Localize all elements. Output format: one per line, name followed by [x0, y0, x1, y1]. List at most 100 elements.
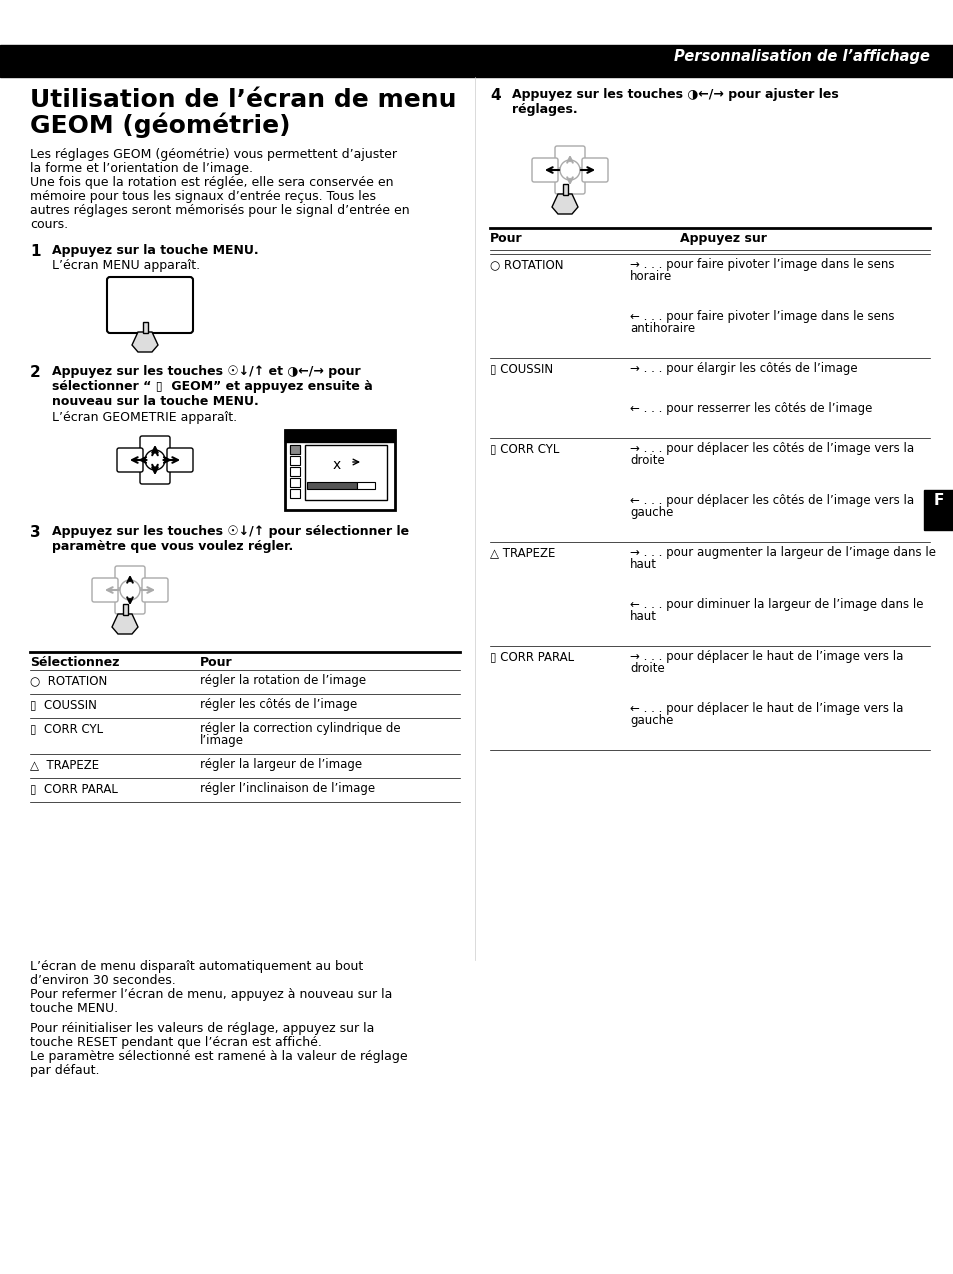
Text: d’environ 30 secondes.: d’environ 30 secondes. [30, 975, 175, 987]
Circle shape [559, 161, 579, 180]
FancyBboxPatch shape [91, 578, 118, 603]
Text: Appuyez sur les touches ☉↓/↑ pour sélectionner le: Appuyez sur les touches ☉↓/↑ pour sélect… [52, 525, 409, 538]
Text: ▯ COUSSIN: ▯ COUSSIN [490, 362, 553, 375]
Text: par défaut.: par défaut. [30, 1064, 99, 1077]
Text: Pour: Pour [200, 656, 233, 669]
Text: Pour réinitialiser les valeurs de réglage, appuyez sur la: Pour réinitialiser les valeurs de réglag… [30, 1022, 374, 1034]
FancyBboxPatch shape [115, 589, 145, 614]
Bar [290, 445, 299, 454]
FancyBboxPatch shape [117, 448, 143, 471]
Text: nouveau sur la touche MENU.: nouveau sur la touche MENU. [52, 395, 258, 408]
Text: F: F [933, 493, 943, 508]
FancyBboxPatch shape [140, 436, 170, 462]
Text: haut: haut [629, 610, 657, 623]
Polygon shape [143, 322, 148, 333]
Text: △ TRAPEZE: △ TRAPEZE [490, 547, 555, 559]
Text: ▯  COUSSIN: ▯ COUSSIN [30, 698, 97, 711]
Text: Appuyez sur: Appuyez sur [679, 232, 766, 245]
Text: gauche: gauche [629, 506, 673, 519]
FancyBboxPatch shape [555, 147, 584, 172]
FancyBboxPatch shape [142, 578, 168, 603]
Text: ○  ROTATION: ○ ROTATION [30, 674, 107, 687]
Text: → . . . pour élargir les côtés de l’image: → . . . pour élargir les côtés de l’imag… [629, 362, 857, 375]
FancyBboxPatch shape [115, 566, 145, 592]
Polygon shape [552, 194, 578, 214]
Text: L’écran MENU apparaît.: L’écran MENU apparaît. [52, 259, 200, 273]
Text: Pour refermer l’écran de menu, appuyez à nouveau sur la: Pour refermer l’écran de menu, appuyez à… [30, 989, 392, 1001]
Text: l’image: l’image [200, 734, 244, 747]
Bar [356, 482, 375, 489]
FancyBboxPatch shape [555, 168, 584, 194]
Text: régler l’inclinaison de l’image: régler l’inclinaison de l’image [200, 782, 375, 795]
Text: sélectionner “ ▯  GEOM” et appuyez ensuite à: sélectionner “ ▯ GEOM” et appuyez ensuit… [52, 380, 373, 392]
Text: → . . . pour augmenter la largeur de l’image dans le: → . . . pour augmenter la largeur de l’i… [629, 547, 935, 559]
Text: Utilisation de l’écran de menu: Utilisation de l’écran de menu [30, 88, 456, 112]
Text: △  TRAPEZE: △ TRAPEZE [30, 758, 99, 771]
FancyBboxPatch shape [167, 448, 193, 471]
Bar [290, 445, 299, 454]
Text: 2: 2 [30, 364, 41, 380]
Text: régler la largeur de l’image: régler la largeur de l’image [200, 758, 362, 771]
Text: mémoire pour tous les signaux d’entrée reçus. Tous les: mémoire pour tous les signaux d’entrée r… [30, 190, 375, 203]
Bar [285, 431, 395, 442]
FancyBboxPatch shape [532, 158, 558, 182]
Polygon shape [123, 604, 128, 615]
Text: touche MENU.: touche MENU. [30, 1001, 118, 1015]
Text: gauche: gauche [629, 713, 673, 727]
Text: Sélectionnez: Sélectionnez [30, 656, 119, 669]
Bar [923, 490, 953, 530]
Text: paramètre que vous voulez régler.: paramètre que vous voulez régler. [52, 540, 293, 553]
Text: ← . . . pour resserrer les côtés de l’image: ← . . . pour resserrer les côtés de l’im… [629, 403, 871, 415]
Text: → . . . pour déplacer le haut de l’image vers la: → . . . pour déplacer le haut de l’image… [629, 650, 902, 662]
Text: ○ ROTATION: ○ ROTATION [490, 259, 563, 271]
Text: 3: 3 [30, 525, 41, 540]
Text: ← . . . pour déplacer le haut de l’image vers la: ← . . . pour déplacer le haut de l’image… [629, 702, 902, 715]
Text: ▯ CORR PARAL: ▯ CORR PARAL [490, 650, 574, 662]
Text: horaire: horaire [629, 270, 672, 283]
Text: Le paramètre sélectionné est ramené à la valeur de réglage: Le paramètre sélectionné est ramené à la… [30, 1050, 407, 1063]
Polygon shape [132, 333, 158, 352]
Text: régler les côtés de l’image: régler les côtés de l’image [200, 698, 356, 711]
Bar [0, 45, 953, 76]
FancyBboxPatch shape [285, 431, 395, 510]
Text: autres réglages seront mémorisés pour le signal d’entrée en: autres réglages seront mémorisés pour le… [30, 204, 409, 217]
Text: droite: droite [629, 662, 664, 675]
Text: ← . . . pour déplacer les côtés de l’image vers la: ← . . . pour déplacer les côtés de l’ima… [629, 494, 913, 507]
Bar [290, 468, 299, 476]
Text: haut: haut [629, 558, 657, 571]
Text: Les réglages GEOM (géométrie) vous permettent d’ajuster: Les réglages GEOM (géométrie) vous perme… [30, 148, 396, 161]
Text: Pour: Pour [490, 232, 522, 245]
Text: → . . . pour faire pivoter l’image dans le sens: → . . . pour faire pivoter l’image dans … [629, 259, 894, 271]
Text: → . . . pour déplacer les côtés de l’image vers la: → . . . pour déplacer les côtés de l’ima… [629, 442, 913, 455]
Circle shape [145, 450, 165, 470]
Text: la forme et l’orientation de l’image.: la forme et l’orientation de l’image. [30, 162, 253, 175]
Text: 1: 1 [30, 245, 40, 259]
Bar [290, 478, 299, 487]
Text: Appuyez sur les touches ◑←/→ pour ajuster les: Appuyez sur les touches ◑←/→ pour ajuste… [512, 88, 838, 101]
Text: GEOM (géométrie): GEOM (géométrie) [30, 112, 291, 138]
Text: L’écran GEOMETRIE apparaît.: L’écran GEOMETRIE apparaît. [52, 412, 237, 424]
Text: régler la correction cylindrique de: régler la correction cylindrique de [200, 722, 400, 735]
FancyBboxPatch shape [581, 158, 607, 182]
Text: L’écran de menu disparaît automatiquement au bout: L’écran de menu disparaît automatiquemen… [30, 961, 363, 973]
Text: Appuyez sur les touches ☉↓/↑ et ◑←/→ pour: Appuyez sur les touches ☉↓/↑ et ◑←/→ pou… [52, 364, 360, 378]
Text: cours.: cours. [30, 218, 68, 231]
Text: ▯ CORR CYL: ▯ CORR CYL [490, 442, 558, 455]
Text: 4: 4 [490, 88, 500, 103]
Circle shape [120, 580, 140, 600]
Text: ▯  CORR PARAL: ▯ CORR PARAL [30, 782, 118, 795]
Text: ← . . . pour faire pivoter l’image dans le sens: ← . . . pour faire pivoter l’image dans … [629, 310, 894, 324]
Polygon shape [562, 183, 567, 195]
Polygon shape [112, 614, 138, 634]
Bar [290, 489, 299, 498]
Text: réglages.: réglages. [512, 103, 577, 116]
Bar [305, 445, 387, 499]
Bar [307, 482, 356, 489]
Text: régler la rotation de l’image: régler la rotation de l’image [200, 674, 366, 687]
Text: ← . . . pour diminuer la largeur de l’image dans le: ← . . . pour diminuer la largeur de l’im… [629, 598, 923, 612]
Text: Une fois que la rotation est réglée, elle sera conservée en: Une fois que la rotation est réglée, ell… [30, 176, 393, 189]
Text: antihoraire: antihoraire [629, 322, 695, 335]
Text: touche RESET pendant que l’écran est affiché.: touche RESET pendant que l’écran est aff… [30, 1036, 321, 1049]
Text: droite: droite [629, 454, 664, 468]
Text: Personnalisation de l’affichage: Personnalisation de l’affichage [674, 48, 929, 64]
